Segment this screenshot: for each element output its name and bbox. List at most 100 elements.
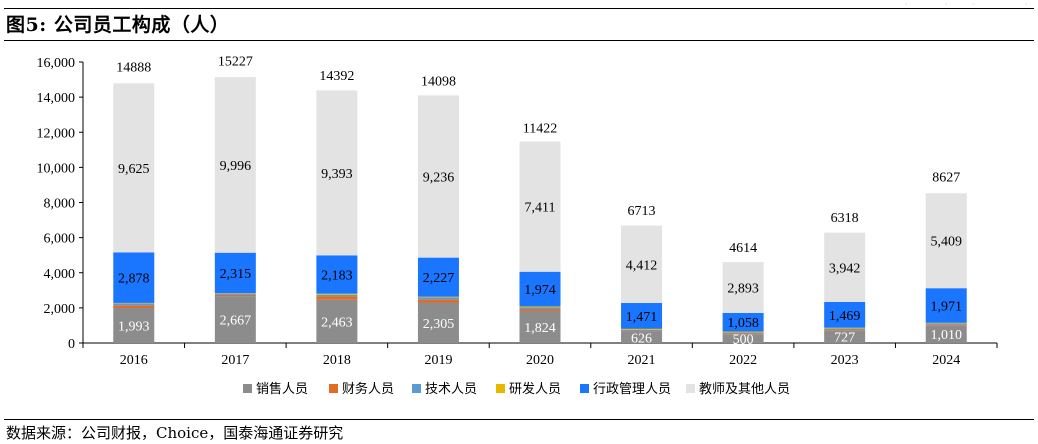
legend-label: 研发人员 bbox=[509, 381, 561, 396]
data-label: 9,625 bbox=[118, 162, 150, 177]
legend-swatch bbox=[496, 384, 505, 393]
x-tick-label: 2022 bbox=[729, 353, 757, 368]
data-label: 7,411 bbox=[525, 201, 556, 216]
bar-segment bbox=[316, 293, 358, 295]
bar-segment bbox=[417, 296, 459, 298]
corner-mark: · bbox=[905, 0, 908, 9]
bar-segment bbox=[417, 257, 459, 297]
legend-swatch bbox=[686, 384, 695, 393]
bar-segment bbox=[519, 306, 561, 308]
x-tick-label: 2016 bbox=[120, 353, 148, 368]
data-label: 1,993 bbox=[118, 319, 150, 334]
bar-segment bbox=[519, 309, 561, 311]
top-rule bbox=[4, 8, 1034, 9]
legend-label: 技术人员 bbox=[425, 381, 477, 396]
total-label: 14888 bbox=[116, 61, 151, 76]
data-label: 1,971 bbox=[930, 299, 962, 314]
y-tick-label: 2,000 bbox=[44, 302, 76, 317]
y-tick-label: 8,000 bbox=[44, 197, 76, 212]
data-label: 5,409 bbox=[930, 235, 962, 250]
bar-segment bbox=[824, 301, 866, 328]
data-label: 1,471 bbox=[626, 310, 658, 325]
data-label: 2,463 bbox=[321, 315, 353, 330]
bar-segment bbox=[316, 299, 358, 343]
total-label: 4614 bbox=[729, 241, 757, 256]
bar-segment bbox=[824, 327, 866, 329]
bar-segment bbox=[316, 255, 358, 294]
figure-title: 图5: 公司员工构成（人） bbox=[6, 14, 230, 36]
data-label: 500 bbox=[733, 333, 754, 348]
bar-segment bbox=[214, 296, 256, 343]
bar-segment bbox=[722, 333, 764, 335]
data-label: 1,058 bbox=[727, 316, 759, 331]
data-label: 3,942 bbox=[829, 261, 861, 276]
bar-segment bbox=[722, 331, 764, 333]
data-label: 1,469 bbox=[829, 309, 861, 324]
bar-segment bbox=[519, 141, 561, 272]
legend-label: 教师及其他人员 bbox=[699, 381, 790, 396]
bar-segment bbox=[621, 328, 663, 330]
bar-segment bbox=[113, 252, 155, 303]
bar-segment bbox=[214, 294, 256, 297]
data-label: 1,824 bbox=[524, 321, 556, 336]
x-tick-label: 2018 bbox=[323, 353, 351, 368]
y-tick-label: 10,000 bbox=[37, 161, 76, 176]
bar-segment bbox=[621, 303, 663, 329]
x-tick-label: 2020 bbox=[526, 353, 554, 368]
bar-segment bbox=[113, 303, 155, 306]
bar-segment bbox=[113, 302, 155, 304]
y-tick-label: 6,000 bbox=[44, 232, 76, 247]
total-label: 15227 bbox=[218, 55, 253, 70]
total-label: 11422 bbox=[523, 121, 557, 136]
legend-label: 行政管理人员 bbox=[593, 381, 671, 396]
bottom-rule bbox=[4, 419, 1034, 420]
bar-segment bbox=[113, 307, 155, 343]
x-tick-label: 2023 bbox=[831, 353, 859, 368]
bar-segment bbox=[214, 293, 256, 295]
y-tick-label: 16,000 bbox=[37, 56, 76, 71]
data-label: 2,878 bbox=[118, 272, 150, 287]
legend-swatch bbox=[329, 384, 338, 393]
bar-segment bbox=[722, 312, 764, 332]
bar-segment bbox=[316, 294, 358, 297]
total-label: 14098 bbox=[421, 74, 456, 89]
bar-segment bbox=[925, 324, 967, 326]
data-label: 9,393 bbox=[321, 167, 353, 182]
bar-segment bbox=[519, 310, 561, 343]
y-tick-label: 0 bbox=[68, 337, 75, 352]
total-label: 6318 bbox=[831, 211, 859, 226]
bar-segment bbox=[316, 90, 358, 256]
bar-segment bbox=[621, 331, 663, 333]
bar-segment bbox=[417, 302, 459, 343]
corner-mark: · bbox=[1025, 0, 1028, 9]
bar-segment bbox=[621, 332, 663, 343]
legend-swatch bbox=[243, 384, 252, 393]
bar-segment bbox=[621, 225, 663, 304]
corner-mark: · bbox=[945, 0, 948, 9]
x-tick-label: 2017 bbox=[221, 353, 249, 368]
data-label: 1,010 bbox=[930, 328, 962, 343]
bar-segment bbox=[925, 193, 967, 289]
bar-segment bbox=[722, 332, 764, 334]
y-tick-label: 4,000 bbox=[44, 267, 76, 282]
bar-segment bbox=[214, 293, 256, 294]
source-note: 数据来源：公司财报，Choice，国泰海通证券研究 bbox=[6, 424, 344, 442]
bar-segment bbox=[925, 288, 967, 323]
data-label: 727 bbox=[834, 331, 855, 346]
y-tick-label: 14,000 bbox=[37, 91, 76, 106]
data-label: 2,305 bbox=[423, 317, 455, 332]
bar-segment bbox=[722, 262, 764, 313]
data-label: 2,183 bbox=[321, 269, 353, 284]
total-label: 8627 bbox=[932, 170, 960, 185]
data-label: 4,412 bbox=[626, 258, 658, 273]
legend-label: 财务人员 bbox=[342, 381, 394, 396]
y-tick-label: 12,000 bbox=[37, 126, 76, 141]
bar-segment bbox=[214, 252, 256, 294]
bar-segment bbox=[824, 232, 866, 302]
bar-segment bbox=[519, 271, 561, 307]
legend-swatch bbox=[412, 384, 421, 393]
bar-segment bbox=[824, 329, 866, 331]
bar-segment bbox=[925, 325, 967, 343]
data-label: 2,315 bbox=[220, 267, 252, 282]
bar-segment bbox=[824, 328, 866, 330]
